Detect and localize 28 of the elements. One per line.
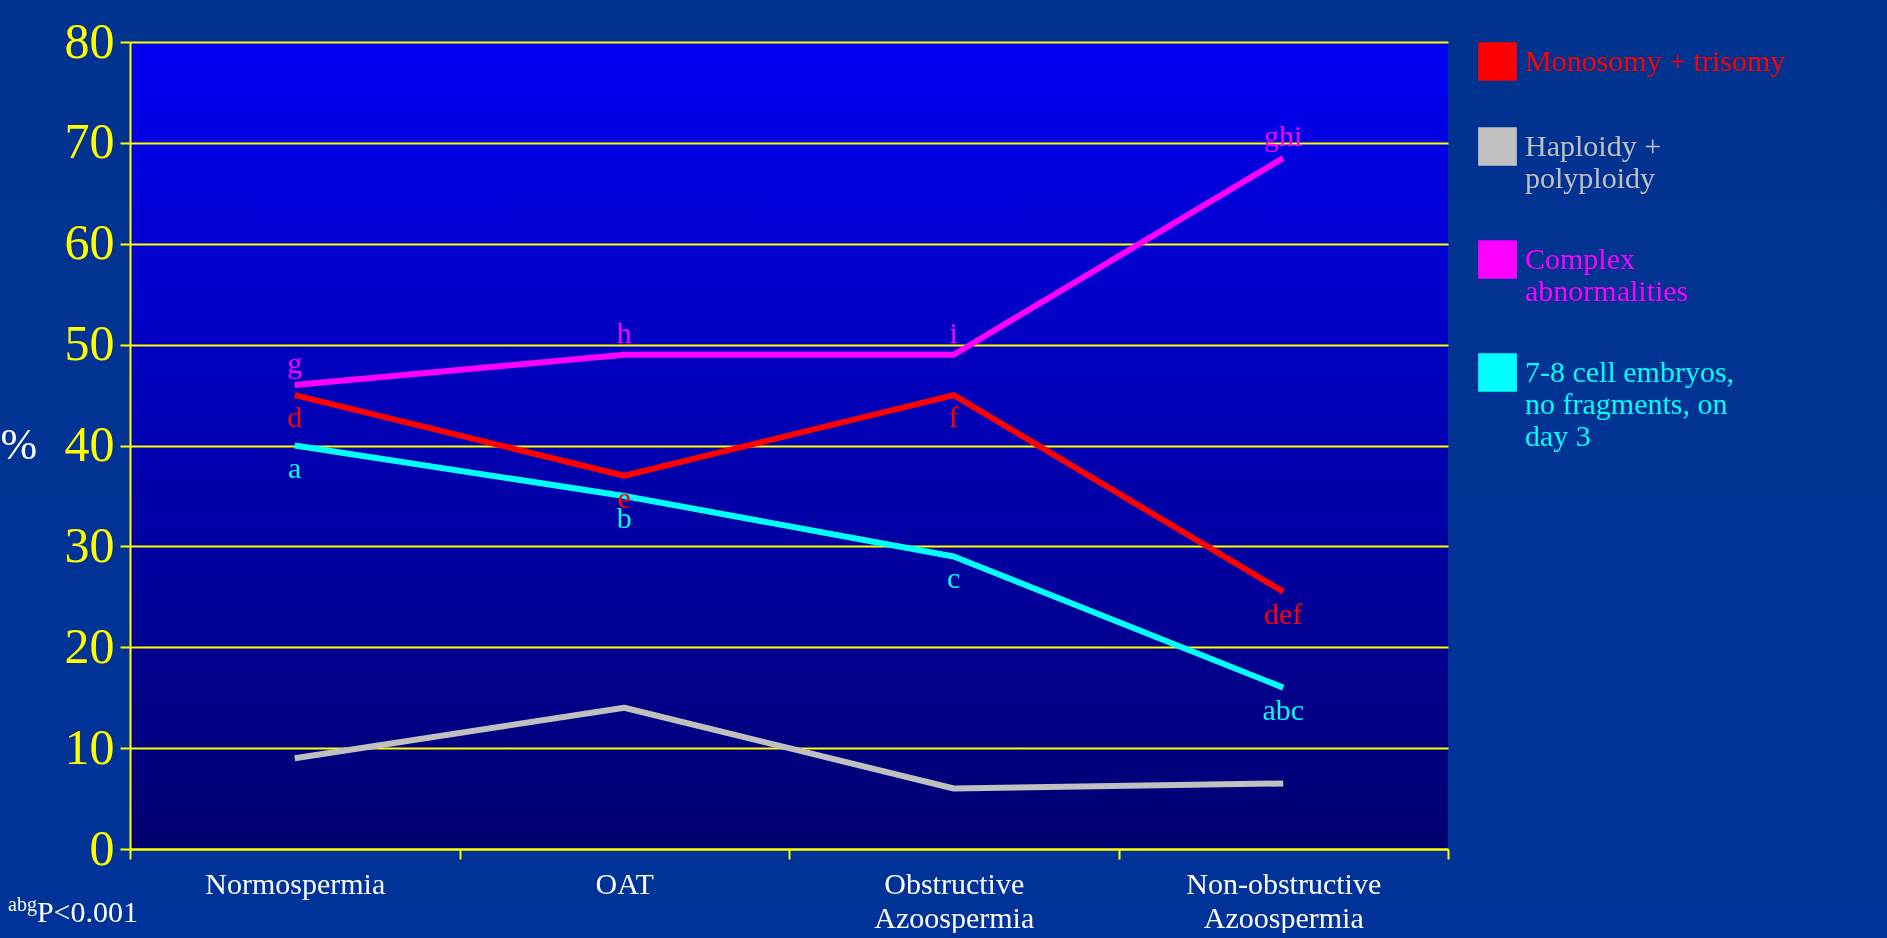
text: $^{abg}$P<0.001 (8, 893, 138, 929)
legend-label: Complex abnormalities (1525, 241, 1689, 307)
annotation: abc (1262, 692, 1305, 726)
y-axis-title: % (0, 419, 38, 469)
y-tick-label: 50 (64, 315, 115, 372)
annotation: def (1264, 596, 1303, 630)
x-tick-label: OAT (595, 866, 654, 900)
annotation: h (616, 315, 632, 349)
legend-label: Monosomy + trisomy (1525, 43, 1786, 77)
x-tick-label: Obstructive Azoospermia (874, 866, 1035, 934)
annotation: i (949, 315, 958, 349)
annotation: a (288, 450, 302, 484)
annotation: d (287, 400, 303, 434)
y-tick-label: 80 (64, 12, 115, 69)
legend-label: 7-8 cell embryos, no fragments, on day 3 (1525, 354, 1735, 452)
y-tick-label: 20 (64, 617, 115, 674)
y-tick-label: 30 (64, 516, 115, 573)
y-tick-label: 40 (64, 416, 115, 472)
annotation: f (948, 400, 959, 434)
x-tick-label: Normospermia (205, 866, 386, 900)
annotation: g (287, 345, 303, 379)
annotation: c (947, 561, 961, 595)
y-tick-label: 60 (64, 214, 115, 271)
x-tick-label: Non-obstructive Azoospermia (1186, 866, 1382, 934)
y-tick-label: 10 (64, 718, 115, 775)
y-tick-label: 70 (64, 113, 115, 170)
y-tick-label: 0 (89, 819, 115, 876)
legend-label: Haploidy + polyploidy (1525, 128, 1662, 194)
